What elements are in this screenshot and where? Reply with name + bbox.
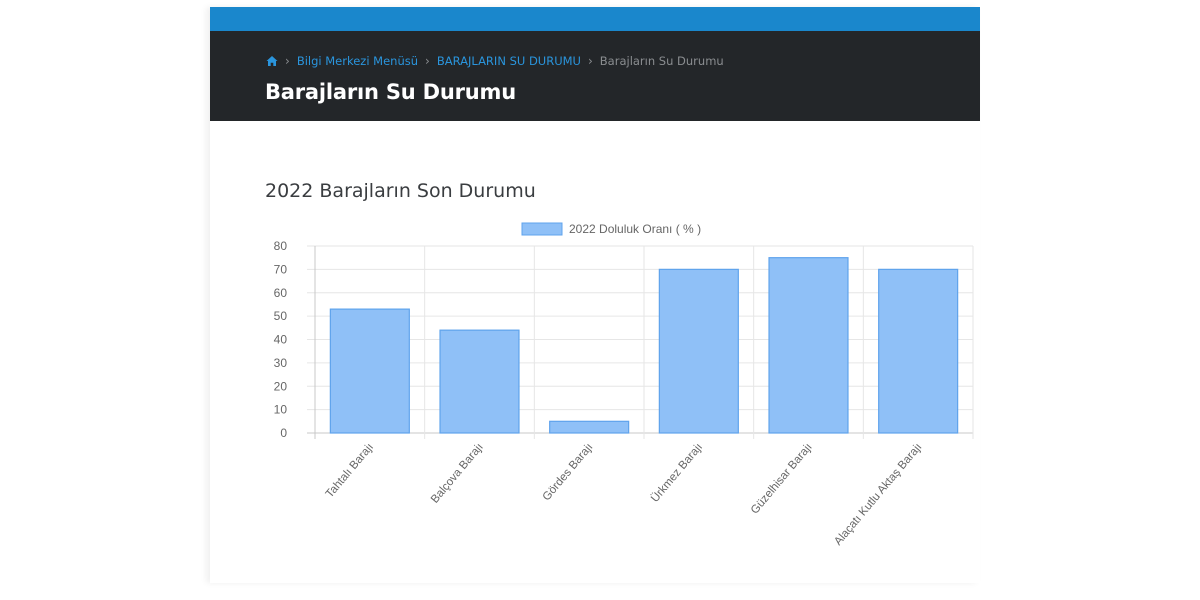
chevron-right-icon: › (587, 54, 593, 68)
x-tick-label: Güzelhisar Barajı (749, 441, 815, 516)
x-tick-label: Gördes Barajı (541, 441, 596, 503)
breadcrumb: › Bilgi Merkezi Menüsü › BARAJLARIN SU D… (266, 52, 724, 70)
x-tick-label: Balçova Barajı (429, 441, 486, 506)
bar (768, 257, 849, 434)
page-container: › Bilgi Merkezi Menüsü › BARAJLARIN SU D… (210, 7, 980, 583)
y-tick-label: 40 (274, 333, 288, 347)
top-navigation-bar (210, 7, 980, 31)
chevron-right-icon: › (285, 54, 290, 68)
bar (439, 329, 520, 434)
home-icon[interactable] (266, 55, 278, 67)
y-tick-label: 10 (274, 403, 288, 417)
bar (878, 268, 959, 434)
y-tick-label: 80 (274, 239, 288, 253)
y-tick-label: 0 (280, 426, 287, 440)
page-title: Barajların Su Durumu (265, 80, 516, 104)
y-tick-label: 50 (274, 309, 288, 323)
x-tick-label: Alaçatı Kutlu Aktaş Barajı (832, 441, 924, 548)
breadcrumb-link-bilgi-merkezi[interactable]: Bilgi Merkezi Menüsü (296, 54, 419, 68)
chevron-right-icon: › (425, 54, 430, 68)
legend-label[interactable]: 2022 Doluluk Oranı ( % ) (569, 222, 701, 236)
y-tick-label: 20 (274, 379, 288, 393)
legend: 2022 Doluluk Oranı ( % ) (521, 222, 701, 236)
legend-swatch[interactable] (521, 222, 563, 236)
y-tick-label: 70 (274, 262, 288, 276)
breadcrumb-link-barajlarin-su-durumu[interactable]: BARAJLARIN SU DURUMU (436, 54, 581, 68)
breadcrumb-current: Barajların Su Durumu (599, 54, 724, 68)
bar (329, 308, 410, 434)
x-tick-label: Ürkmez Barajı (649, 441, 705, 505)
section-title: 2022 Barajların Son Durumu (265, 180, 536, 202)
x-tick-label: Tahtalı Barajı (324, 441, 376, 500)
bar-chart: 2022 Doluluk Oranı ( % ) 0 10 20 30 40 50 60 70 8… (274, 222, 974, 548)
bar (549, 420, 630, 434)
y-tick-label: 60 (274, 286, 288, 300)
page-header: › Bilgi Merkezi Menüsü › BARAJLARIN SU D… (210, 31, 980, 121)
y-tick-label: 30 (274, 356, 288, 370)
bar (658, 268, 739, 434)
